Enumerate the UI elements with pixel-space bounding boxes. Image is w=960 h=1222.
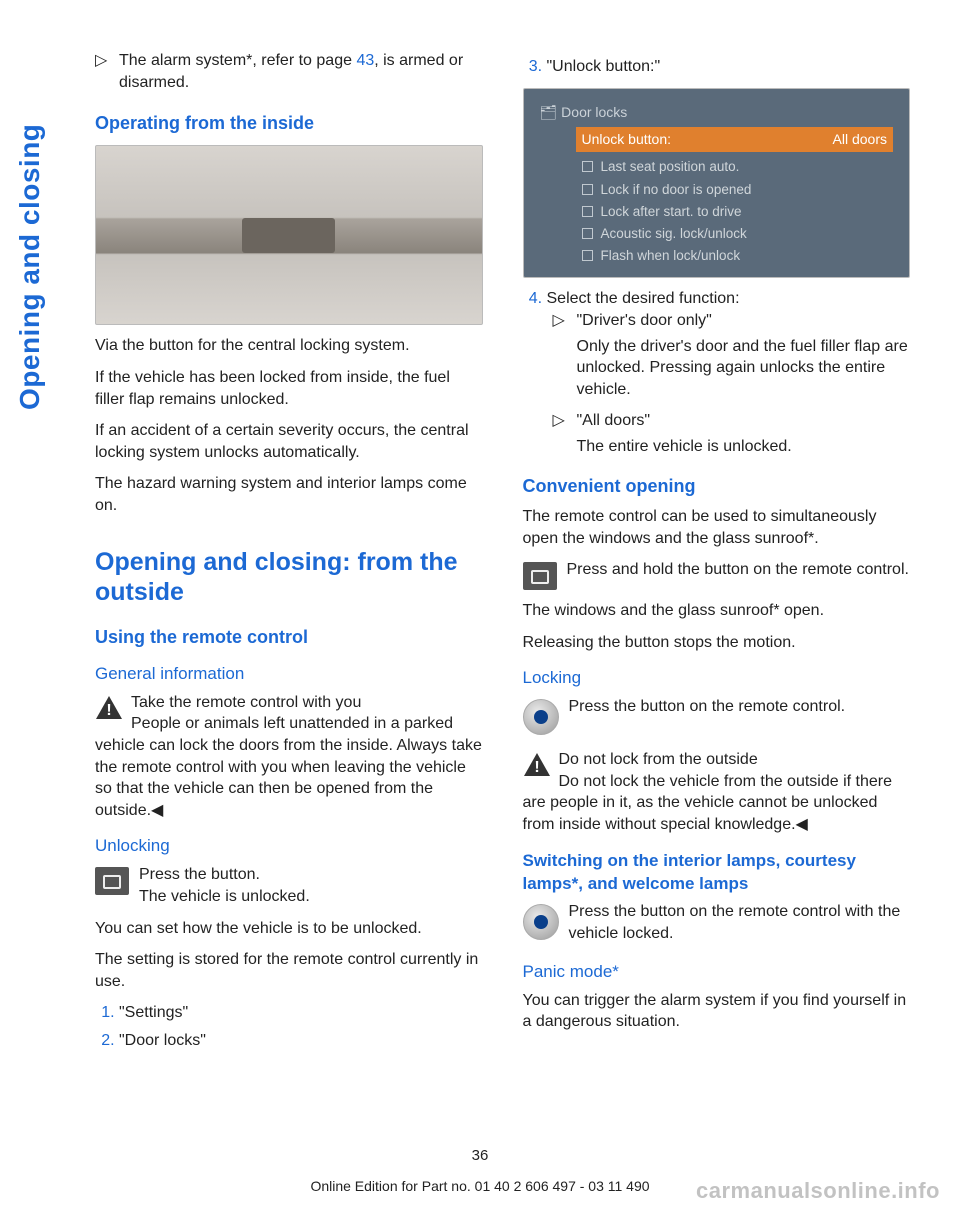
warning-icon: ! <box>523 752 551 778</box>
warning-body: People or animals left unattended in a p… <box>95 715 482 818</box>
para-hazard: The hazard warning system and interior l… <box>95 473 483 516</box>
heading-from-outside: Opening and closing: from the outside <box>95 547 483 607</box>
para-windows-open: The windows and the glass sunroof* open. <box>523 600 911 622</box>
page-link-43[interactable]: 43 <box>356 52 374 69</box>
heading-general-info: General information <box>95 663 483 686</box>
checkbox-icon <box>582 184 593 195</box>
convenient-press-text: Press and hold the button on the remote … <box>523 559 911 581</box>
heading-operating-inside: Operating from the inside <box>95 111 483 135</box>
idrive-item-1: Last seat position auto. <box>576 156 894 178</box>
bmw-roundel-icon <box>523 699 559 735</box>
unlock-result-text: The vehicle is unlocked. <box>95 886 483 908</box>
watermark-text: carmanualsonline.info <box>696 1178 940 1204</box>
convenient-instruction: Press and hold the button on the remote … <box>523 559 911 590</box>
idrive-selected-row: Unlock button: All doors <box>576 127 894 152</box>
idrive-item-4: Acoustic sig. lock/unlock <box>576 223 894 245</box>
heading-locking: Locking <box>523 667 911 690</box>
steps-list-right-b: Select the desired function: ▷ "Driver's… <box>523 288 911 457</box>
idrive-selected-right: All doors <box>833 130 887 149</box>
steps-list-right-a: "Unlock button:" <box>523 56 911 78</box>
svg-text:!: ! <box>106 702 111 719</box>
idrive-item-2: Lock if no door is opened <box>576 179 894 201</box>
page-number: 36 <box>472 1147 489 1164</box>
unlock-button-icon <box>523 562 557 590</box>
alarm-bullet: ▷ The alarm system*, refer to page 43, i… <box>95 50 483 93</box>
heading-panic-mode: Panic mode* <box>523 961 911 984</box>
para-via-button: Via the button for the central locking s… <box>95 335 483 357</box>
para-panic: You can trigger the alarm system if you … <box>523 990 911 1033</box>
para-setting-stored: The setting is stored for the remote con… <box>95 949 483 992</box>
interior-lamps-instruction: Press the button on the remote control w… <box>523 901 911 944</box>
heading-using-remote: Using the remote control <box>95 625 483 649</box>
side-tab-title: Opening and closing <box>14 50 54 410</box>
para-locked-inside: If the vehicle has been locked from insi… <box>95 367 483 410</box>
para-set-unlock: You can set how the vehicle is to be unl… <box>95 918 483 940</box>
checkbox-icon <box>582 250 593 261</box>
checkbox-icon <box>582 228 593 239</box>
dashboard-vent-image <box>95 145 483 325</box>
alarm-text-pre: The alarm system*, refer to page <box>119 52 356 69</box>
lock-warning-title: Do not lock from the outside <box>559 751 758 768</box>
heading-unlocking: Unlocking <box>95 835 483 858</box>
unlock-instruction: Press the button. The vehicle is unlocke… <box>95 864 483 907</box>
left-column: ▷ The alarm system*, refer to page 43, i… <box>95 50 483 1062</box>
option-drivers-door-detail: Only the driver's door and the fuel fill… <box>577 336 911 401</box>
idrive-item-5: Flash when lock/unlock <box>576 245 894 267</box>
steps-list-left: "Settings" "Door locks" <box>95 1002 483 1051</box>
para-accident: If an accident of a certain severity occ… <box>95 420 483 463</box>
interior-lamps-text: Press the button on the remote control w… <box>523 901 911 944</box>
idrive-title: 🗂 Door locks <box>540 103 894 122</box>
warning-icon: ! <box>95 695 123 721</box>
triangle-bullet-icon: ▷ <box>553 410 567 432</box>
bmw-roundel-icon <box>523 904 559 940</box>
right-column: "Unlock button:" 🗂 Door locks Unlock but… <box>523 50 911 1062</box>
heading-convenient-opening: Convenient opening <box>523 474 911 498</box>
checkbox-icon <box>582 206 593 217</box>
lock-warning-body: Do not lock the vehicle from the outside… <box>523 773 893 833</box>
locking-instruction: Press the button on the remote control. <box>523 696 911 735</box>
warning-block: ! Take the remote control with you Peopl… <box>95 692 483 822</box>
idrive-screenshot: 🗂 Door locks Unlock button: All doors La… <box>523 88 911 279</box>
option-all-doors: "All doors" <box>577 410 651 432</box>
idrive-item-3: Lock after start. to drive <box>576 201 894 223</box>
lock-warning-block: ! Do not lock from the outside Do not lo… <box>523 749 911 835</box>
unlock-press-text: Press the button. <box>95 864 483 886</box>
triangle-bullet-icon: ▷ <box>553 310 567 332</box>
step-3: "Unlock button:" <box>547 56 911 78</box>
heading-interior-lamps: Switching on the interior lamps, courtes… <box>523 850 911 896</box>
warning-title: Take the remote control with you <box>131 694 361 711</box>
para-convenient: The remote control can be used to simult… <box>523 506 911 549</box>
para-release-stops: Releasing the button stops the motion. <box>523 632 911 654</box>
triangle-bullet-icon: ▷ <box>95 50 109 93</box>
idrive-selected-left: Unlock button: <box>582 130 672 149</box>
step-4: Select the desired function: ▷ "Driver's… <box>547 288 911 457</box>
unlock-button-icon <box>95 867 129 895</box>
checkbox-icon <box>582 161 593 172</box>
svg-text:!: ! <box>534 759 539 776</box>
locking-press-text: Press the button on the remote control. <box>523 696 911 718</box>
step-2: "Door locks" <box>119 1030 483 1052</box>
step-1: "Settings" <box>119 1002 483 1024</box>
option-drivers-door: "Driver's door only" <box>577 310 712 332</box>
option-all-doors-detail: The entire vehicle is unlocked. <box>577 436 911 458</box>
